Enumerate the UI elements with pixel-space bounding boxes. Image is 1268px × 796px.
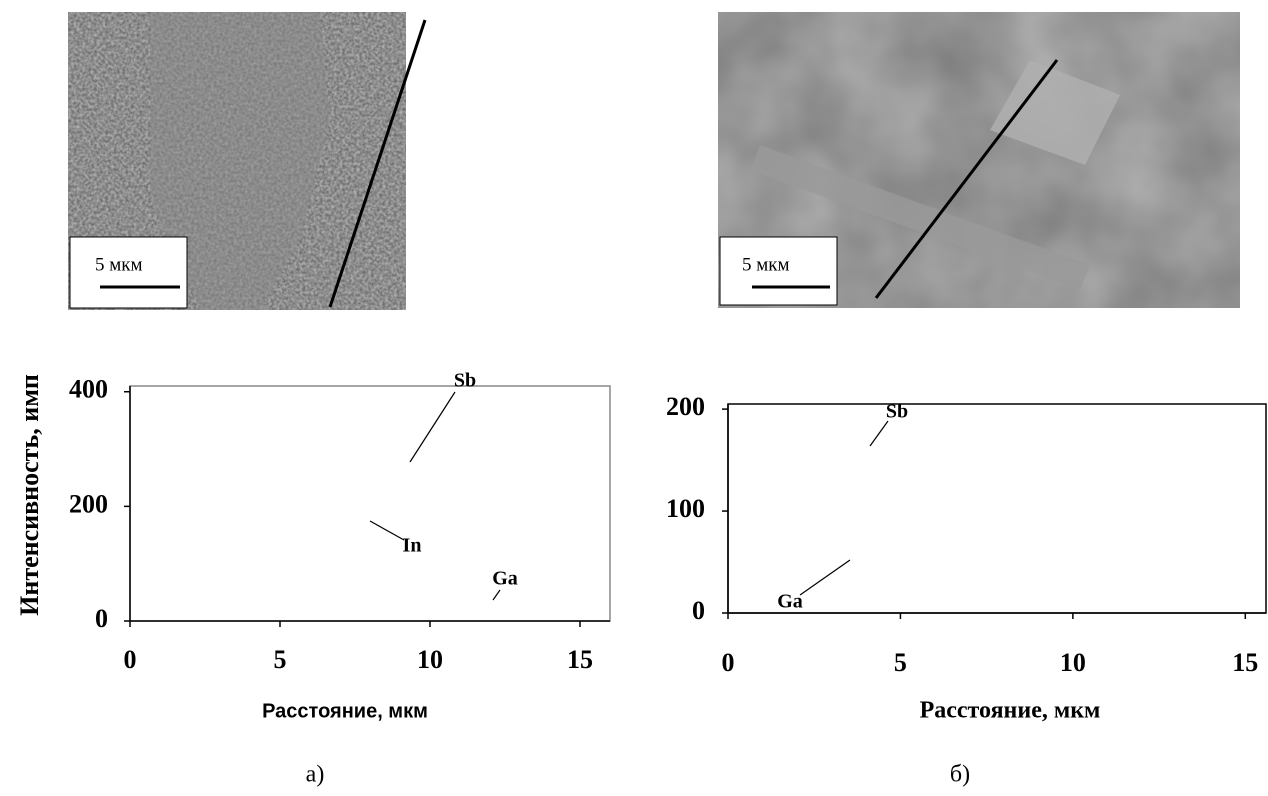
y-tick-label: 400 bbox=[69, 375, 108, 404]
leader-line bbox=[870, 421, 888, 446]
x-tick-label: 15 bbox=[1232, 648, 1258, 677]
y-tick-label: 0 bbox=[692, 596, 705, 625]
x-tick-label: 5 bbox=[274, 645, 287, 674]
series-label: Ga bbox=[492, 568, 518, 590]
x-tick-label: 10 bbox=[1060, 648, 1086, 677]
y-tick-label: 100 bbox=[666, 494, 705, 523]
x-axis-label: Расстояние, мкм bbox=[920, 698, 1101, 724]
leader-line bbox=[370, 521, 404, 540]
plot-frame bbox=[130, 386, 610, 621]
scale-label: 5 мкм bbox=[742, 254, 790, 275]
x-tick-label: 5 bbox=[894, 648, 907, 677]
figure: 5 мкм 5 мкм Интенсивность, имп Расстояни… bbox=[0, 0, 1268, 796]
series-label: Sb bbox=[886, 401, 908, 423]
micrograph bbox=[718, 12, 1240, 308]
x-tick-label: 10 bbox=[417, 645, 443, 674]
leader-line bbox=[493, 590, 500, 600]
series-label: In bbox=[403, 535, 422, 557]
panel-label: а) bbox=[306, 762, 325, 788]
scale-label: 5 мкм bbox=[95, 254, 143, 275]
y-tick-label: 200 bbox=[69, 489, 108, 518]
series-label: Ga bbox=[777, 591, 803, 613]
y-tick-label: 200 bbox=[666, 392, 705, 421]
y-tick-label: 0 bbox=[95, 604, 108, 633]
y-axis-label: Интенсивность, имп bbox=[15, 374, 44, 616]
panel-label: б) bbox=[950, 762, 970, 788]
x-tick-label: 0 bbox=[722, 648, 735, 677]
x-tick-label: 0 bbox=[124, 645, 137, 674]
x-axis-label: Расстояние, мкм bbox=[262, 700, 428, 722]
leader-line bbox=[410, 392, 455, 462]
series-label: Sb bbox=[454, 370, 476, 392]
leader-line bbox=[800, 560, 850, 595]
plot-frame bbox=[728, 404, 1266, 613]
x-tick-label: 15 bbox=[567, 645, 593, 674]
